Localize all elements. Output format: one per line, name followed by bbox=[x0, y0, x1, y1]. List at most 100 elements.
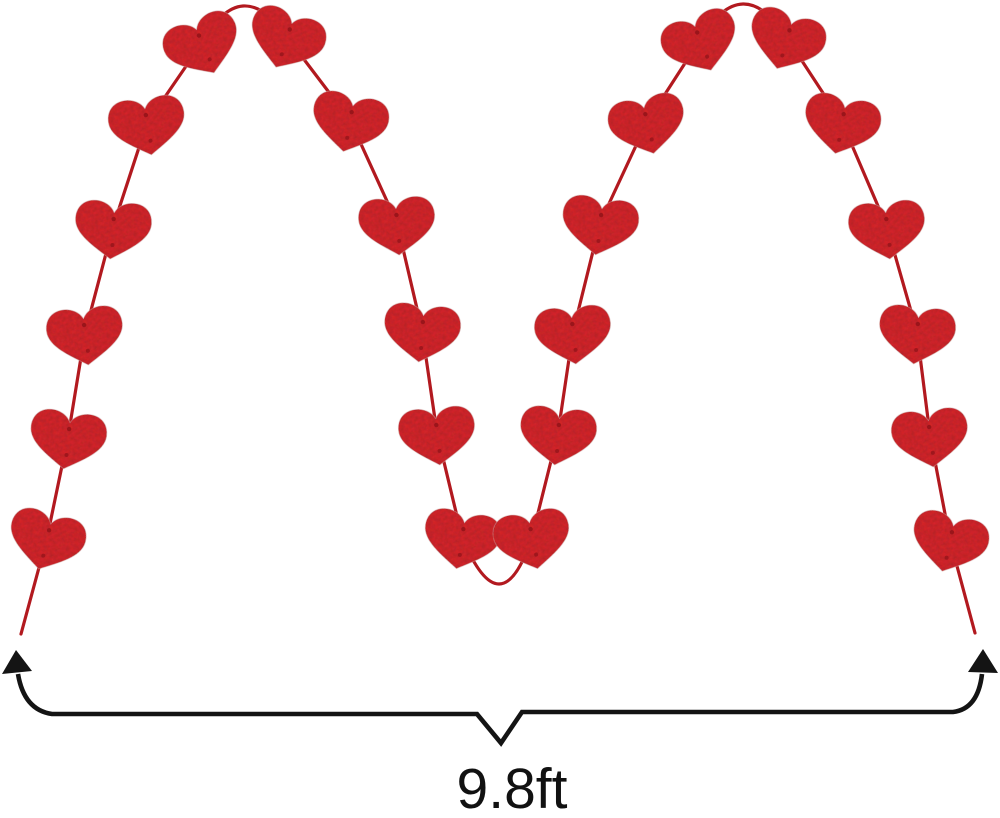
felt-heart bbox=[425, 508, 502, 570]
garland-string bbox=[19, 2, 977, 636]
string-hole-top bbox=[143, 112, 149, 118]
string-hole-top bbox=[915, 321, 921, 327]
string-hole-top bbox=[528, 526, 533, 532]
heart-shape bbox=[384, 302, 461, 363]
heart-shape bbox=[534, 304, 611, 365]
felt-heart bbox=[10, 507, 87, 570]
felt-heart bbox=[30, 408, 107, 470]
heart-shape bbox=[891, 407, 968, 468]
string-hole-bottom bbox=[649, 137, 654, 142]
felt-heart bbox=[660, 8, 736, 71]
string-hole-top bbox=[196, 33, 202, 38]
string-hole-top bbox=[787, 28, 792, 33]
felt-heart bbox=[46, 305, 123, 366]
heart-shape bbox=[660, 8, 736, 71]
string-hole-bottom bbox=[914, 348, 919, 353]
felt-heart bbox=[358, 196, 435, 256]
string-hole-bottom bbox=[41, 553, 46, 558]
felt-heart bbox=[913, 509, 990, 572]
felt-heart bbox=[562, 194, 639, 256]
string-hole-bottom bbox=[437, 448, 442, 453]
right-arrow-icon bbox=[968, 649, 998, 673]
heart-shape bbox=[425, 508, 502, 570]
string-hole-top bbox=[394, 212, 399, 218]
bracket-line bbox=[15, 673, 985, 747]
felt-heart bbox=[879, 304, 956, 365]
string-hole-top bbox=[695, 30, 700, 35]
heart-shape bbox=[913, 509, 990, 572]
heart-shape bbox=[562, 194, 639, 256]
heart-shape bbox=[520, 405, 597, 466]
string-hole-top bbox=[643, 111, 648, 117]
felt-heart bbox=[313, 90, 390, 152]
string-hole-top bbox=[434, 422, 439, 428]
length-label: 9.8ft bbox=[456, 757, 568, 818]
heart-shape bbox=[30, 408, 107, 470]
felt-heart bbox=[384, 302, 461, 363]
string-hole-bottom bbox=[419, 346, 424, 351]
string-hole-top bbox=[926, 424, 932, 430]
string-hole-bottom bbox=[85, 348, 90, 353]
felt-heart bbox=[805, 92, 882, 154]
heart-shape bbox=[46, 305, 123, 366]
heart-shape bbox=[75, 199, 152, 260]
heart-shape bbox=[879, 304, 956, 365]
heart-shape bbox=[251, 5, 327, 68]
string-hole-bottom bbox=[596, 238, 601, 243]
heart-shape bbox=[398, 405, 475, 466]
string-hole-top bbox=[111, 216, 116, 222]
string-hole-top bbox=[461, 526, 466, 532]
string-hole-bottom bbox=[705, 54, 710, 59]
string-hole-bottom bbox=[930, 450, 935, 455]
felt-heart bbox=[492, 508, 569, 570]
string-hole-bottom bbox=[148, 138, 153, 143]
string-hole-bottom bbox=[457, 552, 462, 557]
string-hole-bottom bbox=[110, 243, 115, 248]
string-hole-bottom bbox=[534, 552, 539, 557]
string-hole-top bbox=[420, 319, 426, 325]
heart-shape bbox=[313, 90, 390, 152]
string-hole-top bbox=[949, 530, 955, 535]
heart-shape bbox=[10, 507, 87, 570]
heart-shape bbox=[162, 10, 237, 74]
string-hole-bottom bbox=[64, 452, 69, 457]
heart-shape bbox=[848, 199, 925, 260]
felt-heart bbox=[520, 405, 597, 466]
string-hole-bottom bbox=[780, 53, 785, 58]
string-hole-top bbox=[66, 426, 72, 432]
felt-heart bbox=[108, 94, 185, 156]
string-hole-top bbox=[46, 528, 52, 533]
string-hole-top bbox=[81, 322, 87, 328]
felt-heart bbox=[891, 407, 968, 468]
heart-shape bbox=[805, 92, 882, 154]
felt-heart bbox=[398, 405, 475, 466]
measurement-bracket bbox=[2, 649, 998, 747]
string-hole-bottom bbox=[397, 238, 402, 243]
left-arrow-icon bbox=[2, 650, 32, 674]
string-hole-top bbox=[841, 111, 846, 117]
string-hole-bottom bbox=[887, 242, 892, 247]
felt-heart bbox=[75, 199, 152, 260]
string-hole-bottom bbox=[944, 555, 949, 560]
felt-heart bbox=[534, 304, 611, 365]
string-hole-bottom bbox=[573, 347, 578, 352]
string-hole-top bbox=[570, 321, 575, 327]
string-path bbox=[19, 2, 977, 636]
felt-heart bbox=[607, 92, 684, 154]
string-hole-top bbox=[349, 109, 354, 115]
string-hole-bottom bbox=[837, 137, 842, 142]
heart-shape bbox=[492, 508, 569, 570]
string-hole-bottom bbox=[345, 135, 350, 140]
heart-shape bbox=[108, 94, 185, 156]
string-hole-top bbox=[884, 216, 889, 222]
felt-heart bbox=[848, 199, 925, 260]
heart-shape bbox=[358, 196, 435, 256]
felt-heart bbox=[162, 10, 237, 74]
string-hole-bottom bbox=[555, 449, 560, 454]
felt-heart bbox=[751, 6, 827, 70]
string-hole-top bbox=[598, 212, 604, 218]
felt-heart bbox=[251, 5, 327, 68]
string-hole-top bbox=[287, 27, 292, 32]
